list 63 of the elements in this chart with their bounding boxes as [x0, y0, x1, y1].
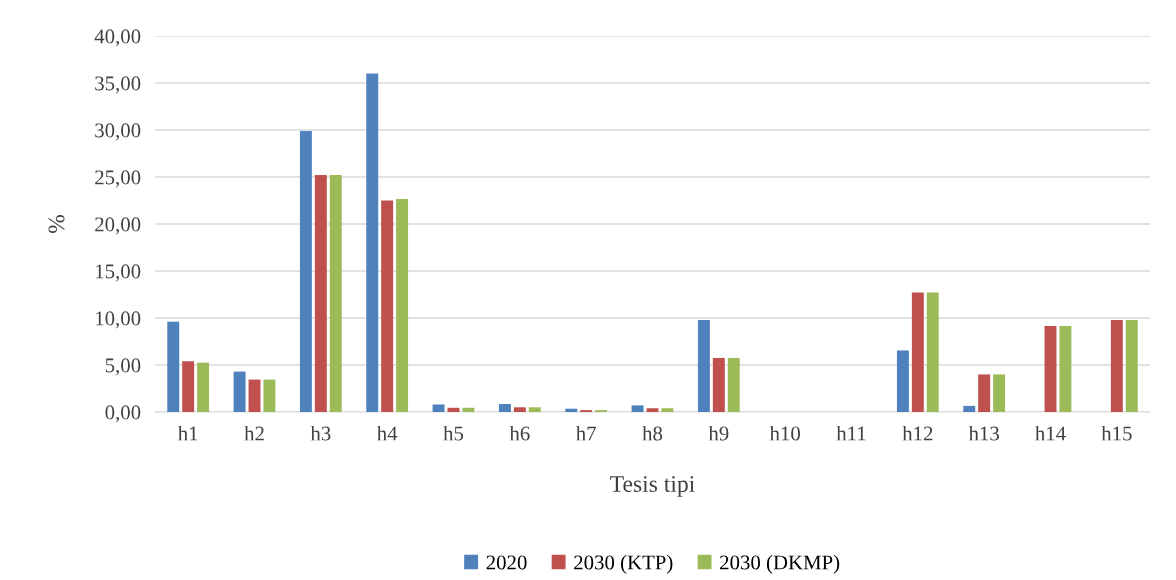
- x-tick-label: h14: [1035, 425, 1066, 441]
- x-axis-title: Tesis tipi: [610, 476, 695, 497]
- y-tick-label: 30,00: [95, 123, 141, 141]
- x-tick-label: h15: [1101, 425, 1132, 441]
- bar: [697, 319, 710, 412]
- x-tick-label: h2: [244, 425, 264, 441]
- bar: [498, 404, 511, 412]
- y-axis-title: %: [48, 214, 65, 234]
- bar: [978, 374, 991, 412]
- y-tick-label: 35,00: [95, 76, 141, 94]
- x-tick-label: h3: [310, 425, 331, 441]
- x-tick-label: h12: [902, 425, 933, 441]
- bar: [167, 321, 180, 412]
- legend-label: 2020: [486, 555, 527, 570]
- bar: [993, 374, 1006, 412]
- bar: [926, 292, 939, 412]
- bar: [248, 379, 261, 412]
- bar: [1059, 325, 1072, 412]
- bar: [712, 357, 725, 412]
- y-tick-label: 25,00: [95, 170, 141, 188]
- bar: [646, 408, 659, 412]
- bar: [299, 130, 312, 412]
- bar: [197, 362, 210, 412]
- x-tick-label: h10: [769, 425, 800, 441]
- bar: [911, 292, 924, 412]
- bar: [528, 407, 541, 412]
- bar: [896, 350, 909, 412]
- x-tick-label: h11: [836, 425, 866, 441]
- x-tick-label: h6: [509, 425, 530, 441]
- bar: [565, 408, 578, 412]
- y-tick-label: 0,00: [105, 405, 141, 423]
- y-tick-label: 15,00: [96, 264, 141, 282]
- y-tick-label: 5,00: [105, 358, 141, 376]
- y-tick-label: 20,00: [95, 217, 141, 235]
- bar: [1125, 319, 1138, 412]
- bar: [381, 200, 394, 412]
- bar: [462, 407, 475, 412]
- x-tick-label: h13: [968, 425, 999, 441]
- bar: [631, 405, 644, 412]
- bar: [432, 404, 445, 412]
- bar: [513, 407, 526, 412]
- y-tick-label: 10,00: [96, 311, 141, 329]
- bar: [182, 361, 195, 412]
- legend-label: 2030 (DKMP): [720, 554, 840, 574]
- bar: [263, 379, 276, 412]
- bar: [1044, 325, 1057, 412]
- x-tick-label: h9: [708, 425, 729, 441]
- x-tick-label: h1: [177, 425, 198, 441]
- legend-label: 2030 (KTP): [574, 554, 673, 574]
- x-tick-label: h7: [575, 425, 596, 441]
- bar: [1110, 319, 1123, 412]
- bar: [314, 175, 327, 412]
- bar: [366, 73, 379, 412]
- bar: [661, 408, 674, 412]
- y-tick-label: 40,00: [94, 29, 141, 47]
- x-tick-label: h8: [642, 425, 663, 441]
- bar: [963, 405, 976, 412]
- bar: [329, 175, 342, 412]
- x-tick-label: h5: [443, 425, 464, 441]
- bar: [396, 199, 409, 412]
- bar: [233, 371, 246, 412]
- x-tick-label: h4: [376, 425, 398, 441]
- bar: [727, 357, 740, 412]
